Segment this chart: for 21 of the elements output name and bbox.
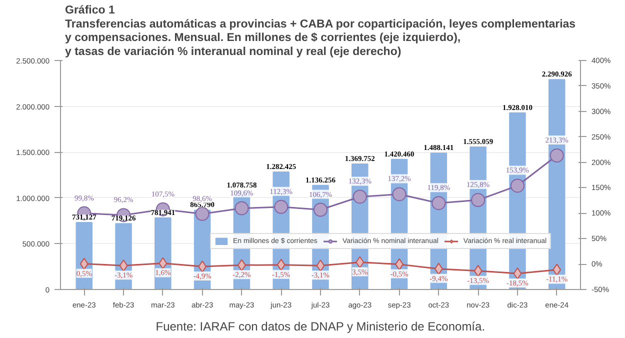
point	[550, 148, 564, 162]
point	[352, 190, 367, 204]
point	[119, 260, 128, 272]
point	[158, 257, 168, 270]
point	[274, 200, 288, 214]
point	[510, 178, 524, 193]
point	[471, 193, 486, 208]
point	[80, 258, 88, 270]
chart-title: Gráfico 1 Transferencias automáticas a provincias + CABA por coparticipación, leyes complementarias y compensaciones. Mensual. En millones de $ corrientes (eje izquierdo), y tasas de variación % interanual nominal y real (eje derecho)	[65, 4, 576, 58]
point	[552, 264, 562, 276]
point	[513, 267, 522, 280]
point	[314, 202, 328, 217]
point	[195, 206, 210, 221]
point	[356, 256, 364, 268]
source-note: Fuente: IARAF con datos de DNAP y Ministerio de Economía.	[156, 320, 486, 334]
point	[392, 187, 406, 202]
point	[234, 201, 249, 216]
point	[432, 196, 446, 210]
point	[474, 264, 482, 277]
point	[316, 260, 325, 272]
point	[276, 258, 286, 271]
